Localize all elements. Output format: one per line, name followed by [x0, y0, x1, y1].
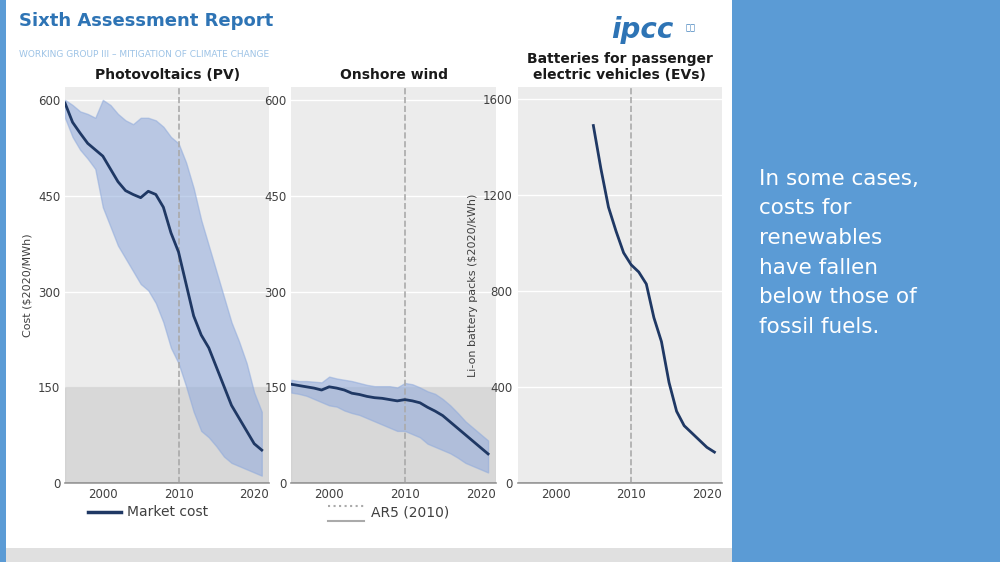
Text: ipcc: ipcc: [612, 16, 674, 44]
Text: Sixth Assessment Report: Sixth Assessment Report: [19, 12, 273, 30]
Y-axis label: Li-on battery packs ($2020/kWh): Li-on battery packs ($2020/kWh): [468, 193, 478, 377]
Text: Market cost: Market cost: [127, 505, 209, 519]
Title: Onshore wind: Onshore wind: [340, 68, 448, 82]
Text: AR5 (2010): AR5 (2010): [371, 505, 449, 519]
Bar: [291, 387, 496, 483]
Text: In some cases,
costs for
renewables
have fallen
below those of
fossil fuels.: In some cases, costs for renewables have…: [759, 169, 919, 337]
Y-axis label: Cost ($2020/MWh): Cost ($2020/MWh): [22, 233, 32, 337]
Text: WORKING GROUP III – MITIGATION OF CLIMATE CHANGE: WORKING GROUP III – MITIGATION OF CLIMAT…: [19, 50, 269, 59]
Bar: [65, 387, 269, 483]
Text: ⓂⓈ: ⓂⓈ: [686, 24, 696, 33]
Title: Batteries for passenger
electric vehicles (EVs): Batteries for passenger electric vehicle…: [527, 52, 713, 82]
Title: Photovoltaics (PV): Photovoltaics (PV): [95, 68, 240, 82]
